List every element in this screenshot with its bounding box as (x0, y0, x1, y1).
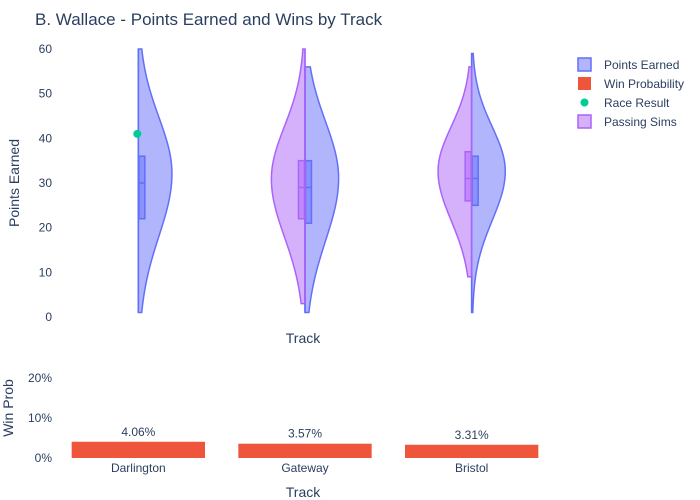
bar-x-tick-label: Bristol (455, 461, 488, 475)
bar-x-tick-label: Darlington (111, 461, 166, 475)
violin-box (138, 155, 146, 220)
race-result-point (133, 129, 142, 138)
legend-label: Passing Sims (604, 115, 677, 129)
legend-label: Win Probability (604, 77, 684, 91)
violin-shape (270, 48, 306, 305)
bar-x-tick-label: Gateway (281, 461, 328, 475)
violin-points-earned-darlington (137, 48, 173, 314)
legend-label: Race Result (604, 96, 670, 110)
violin-box (471, 155, 479, 207)
violin-plot: 0 10 20 30 40 50 60 Track Points Earned (6, 42, 507, 346)
bar-x-axis-title: Track (286, 484, 321, 500)
violin-shape (137, 48, 173, 314)
legend-item-win-probability: Win Probability (578, 77, 684, 91)
violin-y-tick-label: 30 (39, 176, 53, 190)
race-result-points (133, 129, 142, 138)
legend-swatch (577, 114, 592, 129)
legend-swatch (580, 98, 589, 107)
legend-label: Points Earned (604, 58, 679, 72)
violin-y-tick-label: 20 (39, 221, 53, 235)
violin-y-tick-label: 50 (39, 87, 53, 101)
bar-y-ticks: 0% 10% 20% (28, 371, 52, 465)
violin-box (297, 159, 306, 220)
legend-item-race-result: Race Result (580, 96, 670, 110)
violin-y-ticks: 0 10 20 30 40 50 60 (39, 42, 53, 324)
violin-y-axis-title: Points Earned (6, 139, 22, 227)
bar-y-tick-label: 20% (28, 371, 52, 385)
violin-shapes (137, 48, 507, 314)
legend-swatch (578, 77, 591, 90)
violin-shape (304, 66, 340, 314)
chart-title: B. Wallace - Points Earned and Wins by T… (35, 10, 383, 29)
win-probability-data-label: 3.31% (455, 428, 489, 442)
violin-y-tick-label: 10 (39, 265, 53, 279)
win-probability-data-label: 4.06% (121, 425, 155, 439)
violin-points-earned-gateway (304, 66, 340, 314)
bar-x-ticks: Darlington Gateway Bristol (111, 461, 488, 475)
bar-y-tick-label: 0% (35, 451, 53, 465)
bar-marks: 4.06% 3.57% 3.31% (71, 425, 539, 458)
violin-y-tick-label: 0 (45, 310, 52, 324)
win-probability-bar-darlington (71, 441, 206, 458)
violin-shape (470, 52, 507, 314)
violin-y-tick-label: 40 (39, 131, 53, 145)
legend-item-passing-sims: Passing Sims (577, 114, 677, 129)
win-probability-bar-gateway (238, 443, 372, 458)
violin-passing-sims-gateway (270, 48, 306, 305)
violin-shape (437, 66, 473, 278)
bar-y-axis-title: Win Prob (0, 379, 16, 437)
violin-y-tick-label: 60 (39, 42, 53, 56)
win-probability-data-label: 3.57% (288, 427, 322, 441)
win-probability-plot: 0% 10% 20% 4.06% 3.57% 3.31% Darlington Gatew… (0, 371, 539, 500)
violin-box (464, 150, 472, 202)
legend: Points Earned Win Probability Race Result P… (577, 57, 684, 129)
violin-x-axis-title: Track (286, 330, 321, 346)
violin-box (304, 159, 313, 224)
legend-item-points-earned: Points Earned (577, 57, 679, 72)
violin-points-earned-bristol (470, 52, 507, 314)
bar-y-tick-label: 10% (28, 411, 52, 425)
legend-swatch (577, 57, 592, 72)
win-probability-bar-bristol (405, 444, 539, 458)
violin-passing-sims-bristol (437, 66, 473, 278)
